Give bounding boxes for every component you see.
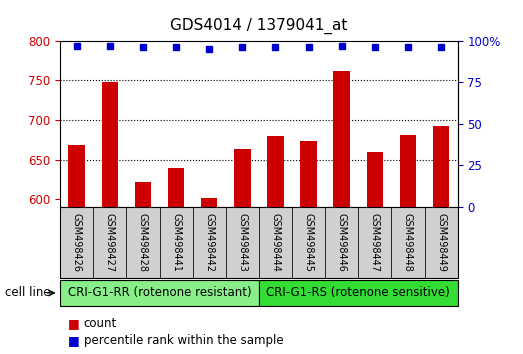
Text: percentile rank within the sample: percentile rank within the sample — [84, 334, 283, 347]
Bar — [433, 126, 449, 207]
Text: CRI-G1-RR (rotenone resistant): CRI-G1-RR (rotenone resistant) — [67, 286, 252, 299]
Text: GSM498426: GSM498426 — [72, 213, 82, 272]
Text: GSM498441: GSM498441 — [171, 213, 181, 272]
Text: GSM498427: GSM498427 — [105, 213, 115, 272]
Text: ■: ■ — [68, 318, 79, 330]
Bar — [234, 149, 251, 207]
Bar — [101, 82, 118, 207]
Text: GSM498445: GSM498445 — [303, 213, 314, 272]
Text: GSM498444: GSM498444 — [270, 213, 280, 272]
Text: GDS4014 / 1379041_at: GDS4014 / 1379041_at — [170, 17, 348, 34]
Bar — [334, 71, 350, 207]
Text: GSM498449: GSM498449 — [436, 213, 446, 272]
Bar — [267, 136, 283, 207]
Text: count: count — [84, 318, 117, 330]
Text: ■: ■ — [68, 334, 79, 347]
Text: GSM498446: GSM498446 — [337, 213, 347, 272]
Bar — [69, 145, 85, 207]
Bar — [300, 141, 317, 207]
Text: CRI-G1-RS (rotenone sensitive): CRI-G1-RS (rotenone sensitive) — [266, 286, 450, 299]
Bar — [400, 135, 416, 207]
Text: GSM498443: GSM498443 — [237, 213, 247, 272]
Bar — [201, 198, 218, 207]
Text: cell line: cell line — [5, 286, 51, 299]
Bar — [367, 153, 383, 207]
Text: GSM498442: GSM498442 — [204, 213, 214, 272]
Text: GSM498447: GSM498447 — [370, 213, 380, 272]
Text: GSM498448: GSM498448 — [403, 213, 413, 272]
Bar — [135, 182, 151, 207]
Text: GSM498428: GSM498428 — [138, 213, 148, 272]
Bar — [168, 168, 185, 207]
